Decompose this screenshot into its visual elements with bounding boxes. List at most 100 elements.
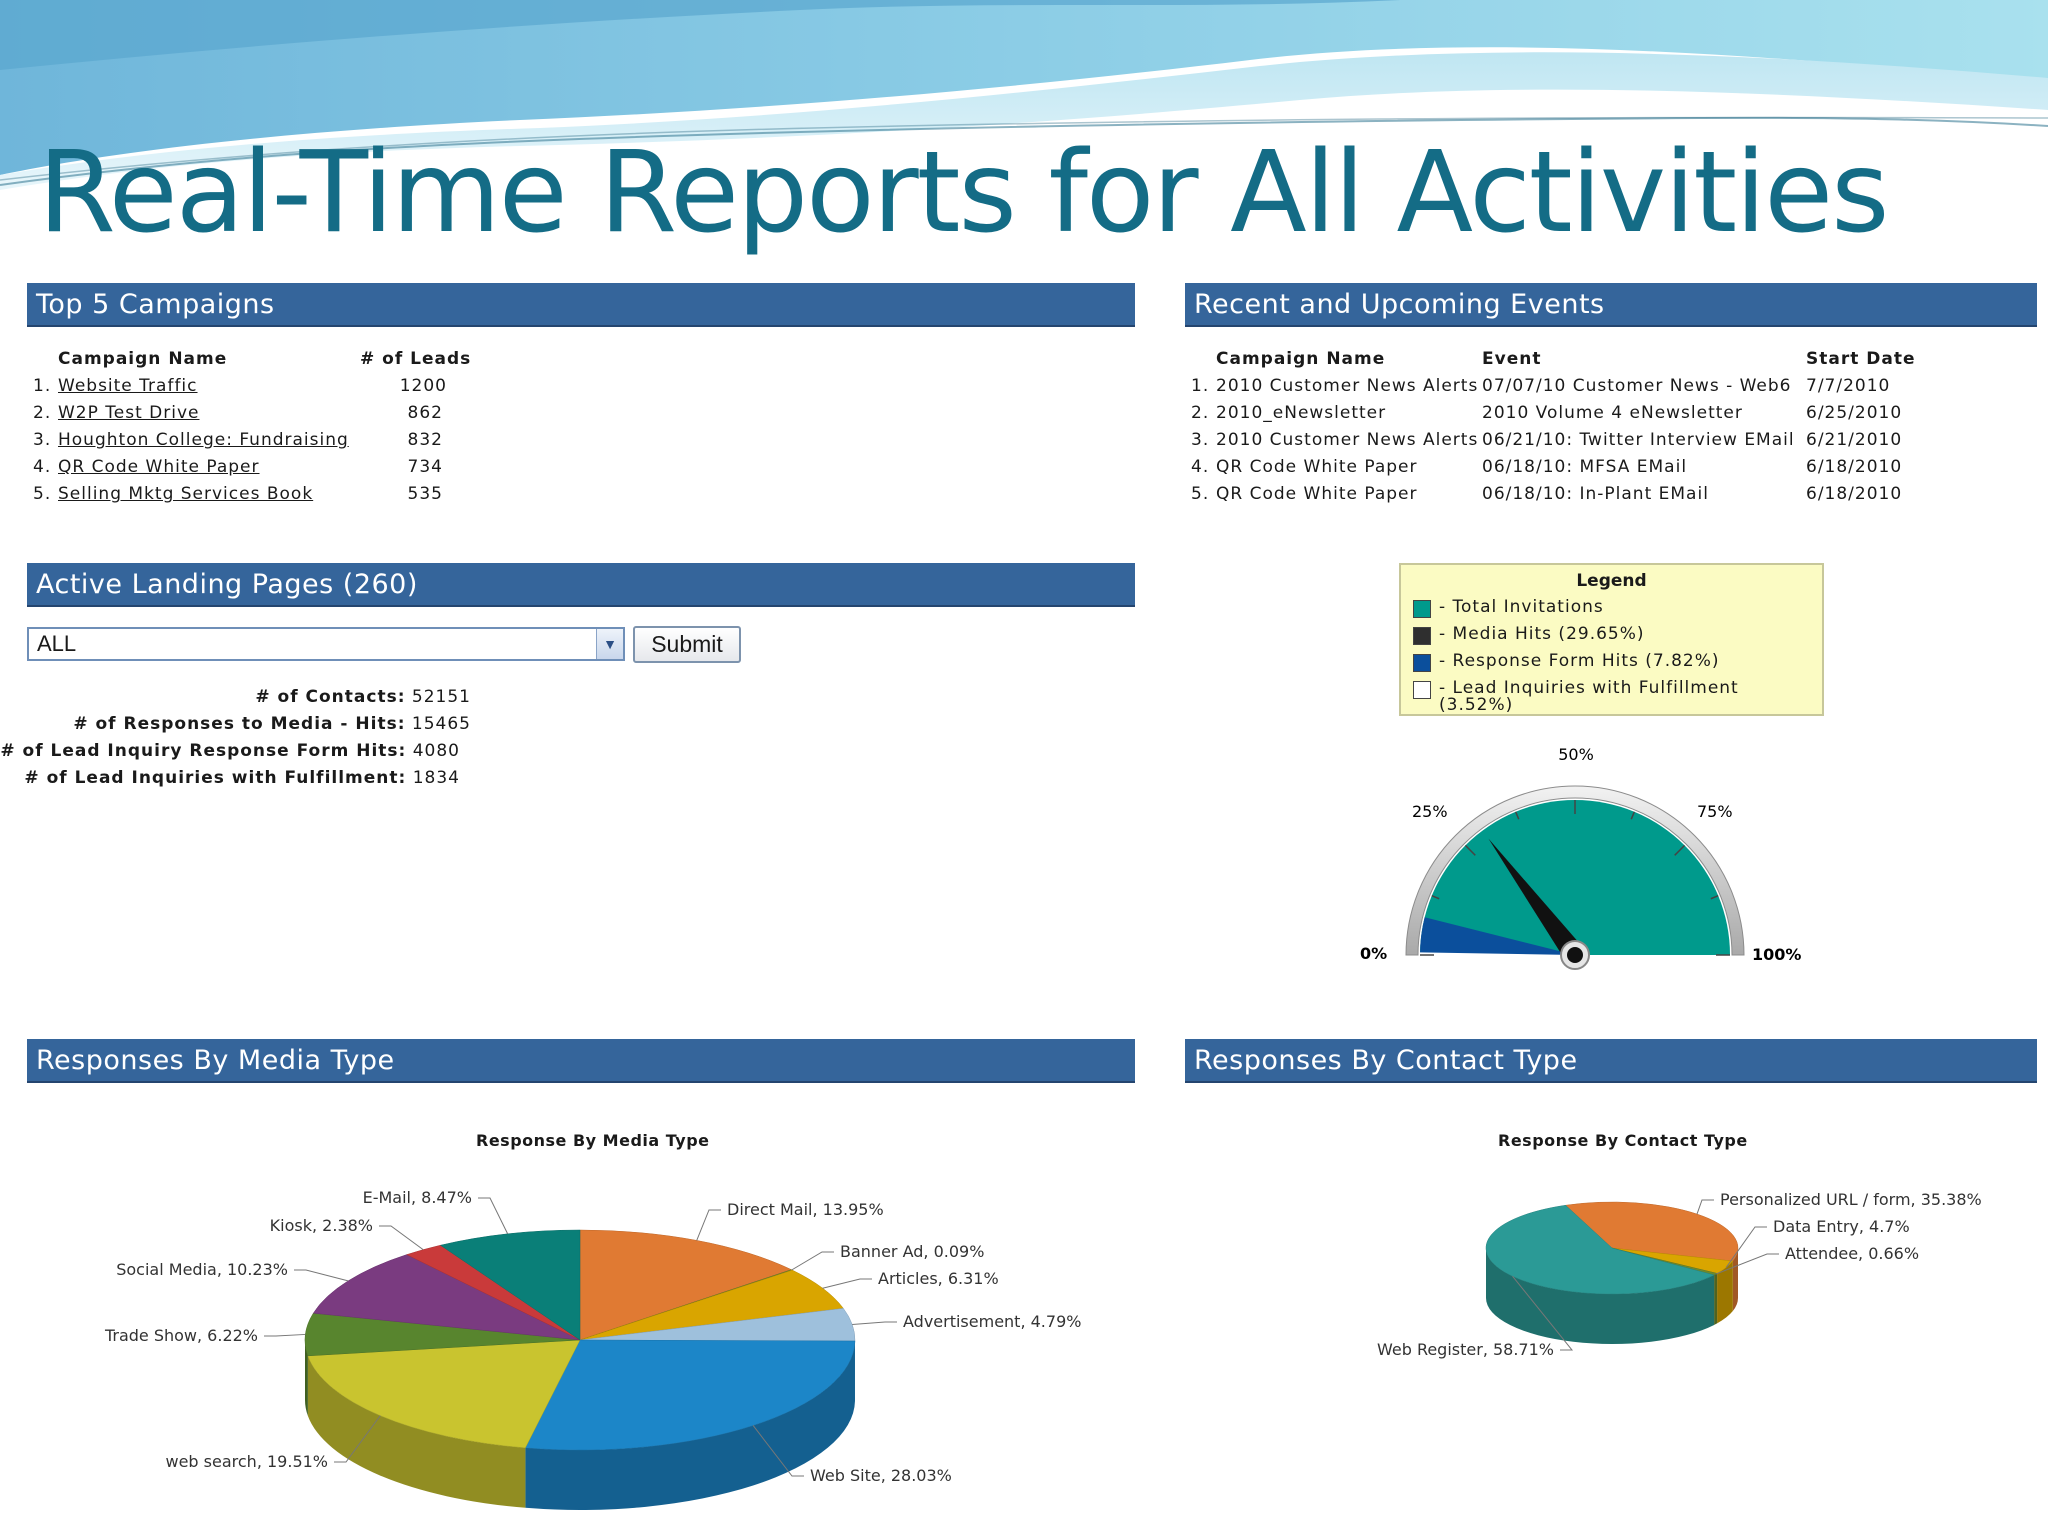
stat-contacts: # of Contacts: 52151 xyxy=(255,687,471,707)
leads-value: 734 xyxy=(407,457,443,477)
stat-label: # of Lead Inquiries with Fulfillment: xyxy=(24,768,407,788)
gauge-fill-response xyxy=(1420,917,1575,955)
event-name: 2010 Volume 4 eNewsletter xyxy=(1482,403,1743,423)
event-name: 06/18/10: MFSA EMail xyxy=(1482,457,1688,477)
event-name: 06/21/10: Twitter Interview EMail xyxy=(1482,430,1795,450)
pie-leader-line xyxy=(852,1321,897,1325)
gauge-tick xyxy=(1710,894,1719,900)
pie-leader-line xyxy=(478,1197,509,1235)
gauge-hub-center xyxy=(1567,947,1583,963)
legend-title: Legend xyxy=(1576,571,1647,591)
stat-value: 1834 xyxy=(412,768,460,788)
start-date: 6/18/2010 xyxy=(1806,457,1903,477)
campaign-name: 2010_eNewsletter xyxy=(1216,403,1387,423)
rank: 4. xyxy=(33,457,52,477)
gauge-tick xyxy=(1431,894,1440,900)
stat-value: 52151 xyxy=(411,687,471,707)
event-name: 06/18/10: In-Plant EMail xyxy=(1482,484,1709,504)
gauge-label-75: 75% xyxy=(1697,802,1733,821)
rank: 1. xyxy=(33,376,52,396)
gauge-label-25: 25% xyxy=(1412,802,1448,821)
rank: 5. xyxy=(33,484,52,504)
legend-label: - Total Invitations xyxy=(1439,597,1604,617)
rank: 2. xyxy=(1191,403,1210,423)
media-type-header: Responses By Media Type xyxy=(27,1039,1135,1083)
pie-leader-line xyxy=(752,1425,804,1477)
pie-data-label: Articles, 6.31% xyxy=(878,1269,999,1288)
legend-swatch xyxy=(1413,627,1431,645)
top-campaigns-header: Top 5 Campaigns xyxy=(27,283,1135,327)
pie-data-label: Direct Mail, 13.95% xyxy=(727,1200,884,1219)
pie-leader-line xyxy=(1725,1226,1767,1268)
pie-slice xyxy=(307,1339,581,1449)
pie-leader-line xyxy=(264,1333,306,1337)
contact-chart-title: Response By Contact Type xyxy=(1498,1131,1748,1150)
submit-button[interactable]: Submit xyxy=(633,626,741,663)
pie-data-label: Web Site, 28.03% xyxy=(810,1466,952,1485)
col-start-date: Start Date xyxy=(1806,349,1916,369)
campaign-link[interactable]: Website Traffic xyxy=(58,376,198,396)
pie-leader-line xyxy=(294,1269,349,1282)
events-table: Campaign Name Event Start Date 1. 2010 C… xyxy=(1191,349,2041,509)
pie-slice-side xyxy=(1732,1248,1738,1312)
pie-data-label: Data Entry, 4.7% xyxy=(1773,1217,1910,1236)
stat-form-hits: # of Lead Inquiry Response Form Hits: 40… xyxy=(0,741,460,761)
legend-label: - Lead Inquiries with Fulfillment xyxy=(1439,678,1739,698)
rank: 2. xyxy=(33,403,52,423)
pie-data-label: Personalized URL / form, 35.38% xyxy=(1720,1190,1982,1209)
campaign-link[interactable]: QR Code White Paper xyxy=(58,457,260,477)
page-title: Real-Time Reports for All Activities xyxy=(38,128,1889,258)
event-name: 07/07/10 Customer News - Web6 xyxy=(1482,376,1792,396)
start-date: 6/18/2010 xyxy=(1806,484,1903,504)
start-date: 6/21/2010 xyxy=(1806,430,1903,450)
col-event: Event xyxy=(1482,349,1542,369)
gauge-label-50: 50% xyxy=(1558,745,1594,764)
top-campaigns-table: Campaign Name # of Leads 1. Website Traf… xyxy=(33,349,533,509)
pie-leader-line xyxy=(1512,1275,1574,1351)
select-value: ALL xyxy=(37,631,77,656)
rank: 1. xyxy=(1191,376,1210,396)
gauge-fill-total xyxy=(1420,800,1730,955)
stat-label: # of Contacts: xyxy=(255,687,406,707)
pie-data-label: E-Mail, 8.47% xyxy=(363,1188,472,1207)
col-campaign-name: Campaign Name xyxy=(1216,349,1386,369)
pie-leader-line xyxy=(822,1278,872,1289)
pie-data-label: web search, 19.51% xyxy=(166,1452,329,1471)
chevron-down-icon[interactable]: ▼ xyxy=(596,629,623,659)
campaign-link[interactable]: W2P Test Drive xyxy=(58,403,200,423)
contact-pie-chart: Personalized URL / form, 35.38% Data Entr… xyxy=(1377,1190,1982,1359)
pie-data-label: Attendee, 0.66% xyxy=(1785,1244,1919,1263)
stat-label: # of Responses to Media - Hits: xyxy=(73,714,406,734)
col-leads: # of Leads xyxy=(360,349,472,369)
gauge-label-0: 0% xyxy=(1360,944,1387,963)
header-wave-banner xyxy=(0,0,2048,190)
start-date: 7/7/2010 xyxy=(1806,376,1891,396)
pie-leader-line xyxy=(379,1225,424,1251)
pie-slice xyxy=(1565,1201,1739,1262)
campaign-name: QR Code White Paper xyxy=(1216,484,1418,504)
landing-page-filter-select[interactable]: ALL ▼ xyxy=(27,627,625,661)
legend-label: - Response Form Hits (7.82%) xyxy=(1439,651,1720,671)
gauge-legend: Legend - Total Invitations - Media Hits … xyxy=(1399,563,1824,716)
gauge-tick xyxy=(1464,844,1476,856)
pie-leader-line xyxy=(791,1251,834,1271)
pie-data-label: Advertisement, 4.79% xyxy=(903,1312,1081,1331)
pie-leader-line xyxy=(696,1209,721,1241)
media-pie-chart: Direct Mail, 13.95% Banner Ad, 0.09% Artic… xyxy=(104,1188,1081,1510)
legend-label-continued: (3.52%) xyxy=(1439,695,1514,715)
pie-slice-side xyxy=(1717,1261,1733,1324)
pie-slice-side xyxy=(525,1341,855,1510)
pie-slice-side xyxy=(1486,1248,1715,1344)
events-header: Recent and Upcoming Events xyxy=(1185,283,2037,327)
leads-value: 832 xyxy=(407,430,443,450)
rank: 4. xyxy=(1191,457,1210,477)
gauge-label-100: 100% xyxy=(1752,945,1801,964)
campaign-link[interactable]: Selling Mktg Services Book xyxy=(58,484,314,504)
pie-slice xyxy=(1485,1204,1715,1295)
gauge-rim xyxy=(1405,785,1745,956)
pie-data-label: Banner Ad, 0.09% xyxy=(840,1242,984,1261)
campaign-link[interactable]: Houghton College: Fundraising xyxy=(58,430,349,450)
start-date: 6/25/2010 xyxy=(1806,403,1903,423)
col-campaign-name: Campaign Name xyxy=(58,349,228,369)
campaign-name: 2010 Customer News Alerts xyxy=(1216,376,1479,396)
